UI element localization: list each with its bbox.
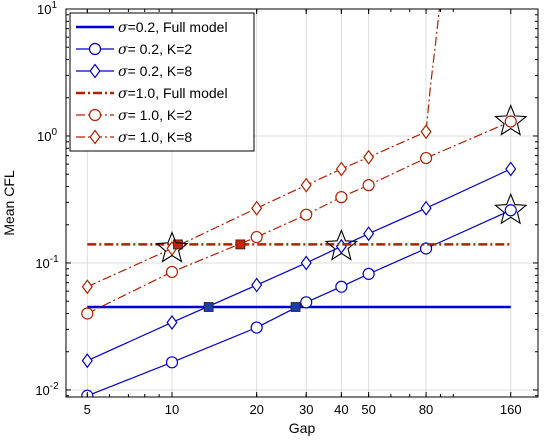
data-point xyxy=(504,115,517,128)
series-5 xyxy=(81,115,517,320)
y-tick-label: 100 xyxy=(37,127,57,144)
data-point xyxy=(419,242,433,255)
data-point xyxy=(363,149,375,165)
crossing-square xyxy=(203,302,214,312)
star-marker xyxy=(494,104,528,136)
data-point xyxy=(250,321,263,334)
legend-marker xyxy=(88,108,102,122)
data-point xyxy=(335,280,348,293)
legend-marker xyxy=(88,42,102,56)
legend-box xyxy=(69,12,255,152)
x-tick-label: 40 xyxy=(334,402,348,417)
ticks: 5 10 20 30 40 50 80 160 10-2 10-1 100 101 xyxy=(35,0,539,417)
data-point xyxy=(81,307,94,320)
data-point xyxy=(251,277,263,293)
legend-label: σ= 0.2, K=2 xyxy=(118,41,192,58)
series-line xyxy=(87,209,511,397)
data-point xyxy=(419,151,433,165)
x-tick-label: 5 xyxy=(84,402,91,417)
data-point xyxy=(505,161,517,177)
data-point xyxy=(504,204,517,217)
y-tick-label: 10-1 xyxy=(35,254,59,271)
x-tick-label: 50 xyxy=(361,402,375,417)
data-point xyxy=(166,314,178,330)
series-3 xyxy=(81,161,517,369)
x-tick-label: 80 xyxy=(419,402,433,417)
data-point xyxy=(335,191,348,204)
series-line xyxy=(87,120,511,315)
data-point xyxy=(81,279,93,295)
x-tick-label: 30 xyxy=(299,402,313,417)
legend-label: σ= 1.0, K=2 xyxy=(118,107,192,124)
y-tick-label: 10-2 xyxy=(35,381,59,398)
x-tick-label: 10 xyxy=(165,402,179,417)
crossing-square xyxy=(290,302,301,312)
annotation-layer xyxy=(155,104,528,312)
legend-label: σ= 0.2, K=8 xyxy=(118,63,192,80)
data-point xyxy=(420,200,432,216)
legend-label: σ=1.0, Full model xyxy=(118,85,228,102)
data-point xyxy=(363,226,375,242)
data-point xyxy=(335,238,347,254)
data-point xyxy=(300,208,313,221)
legend-marker xyxy=(89,63,101,79)
x-axis-label: Gap xyxy=(289,420,316,436)
legend-entry: σ= 1.0, K=2 xyxy=(76,107,192,124)
data-point xyxy=(250,230,263,244)
data-point xyxy=(362,179,375,192)
legend-label: σ= 1.0, K=8 xyxy=(118,129,192,146)
legend-entry: σ= 0.2, K=8 xyxy=(76,63,192,80)
crossing-square xyxy=(235,239,246,250)
data-point xyxy=(300,296,313,309)
series-line xyxy=(87,168,511,362)
plot-frame xyxy=(65,8,539,398)
data-point xyxy=(300,255,312,271)
data-point xyxy=(300,177,312,193)
x-tick-label: 20 xyxy=(249,402,263,417)
series-line xyxy=(87,9,440,288)
legend-entry: σ=0.2, Full model xyxy=(76,19,228,36)
data-point xyxy=(362,267,375,281)
data-point xyxy=(165,265,179,279)
y-tick-label: 101 xyxy=(37,0,57,17)
legend-marker xyxy=(89,129,101,145)
star-marker xyxy=(494,192,528,225)
crossing-square xyxy=(173,239,183,250)
data-point xyxy=(420,124,432,140)
data-point xyxy=(251,200,263,216)
legend-entry: σ=1.0, Full model xyxy=(76,85,228,102)
star-marker xyxy=(324,228,359,261)
data-point xyxy=(81,353,93,369)
series-2 xyxy=(81,204,517,397)
data-point xyxy=(165,356,179,369)
data-point xyxy=(335,161,347,177)
legend-entry: σ= 1.0, K=8 xyxy=(76,129,192,146)
y-axis-label: Mean CFL xyxy=(1,170,17,236)
legend: σ=0.2, Full model σ= 0.2, K=2 σ= 0.2, K=8 σ… xyxy=(69,12,255,152)
star-marker xyxy=(155,231,189,263)
x-tick-label: 160 xyxy=(500,402,522,417)
legend-entry: σ= 0.2, K=2 xyxy=(76,41,192,58)
legend-label: σ=0.2, Full model xyxy=(118,19,228,36)
